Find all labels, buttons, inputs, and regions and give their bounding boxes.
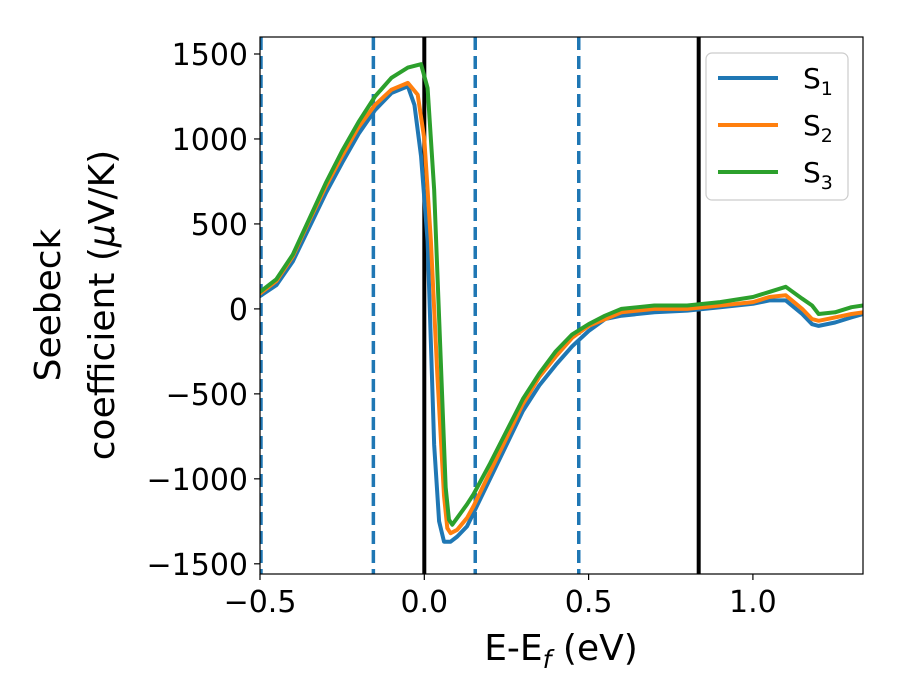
y-tick-label: 1000: [172, 123, 248, 158]
series-line-s1: [260, 84, 863, 544]
y-axis-label-line2-suffix: V/K): [82, 150, 123, 224]
y-axis-label-mu: μ: [82, 224, 123, 248]
legend-label-s2-base: S: [803, 109, 821, 142]
legend-label-s3-base: S: [803, 156, 821, 189]
x-tick-label: 1.0: [729, 585, 777, 620]
y-axis-label-line1: Seebeck: [28, 228, 69, 381]
y-axis: −1500 −1000 −500 0 500 1000 1500: [147, 38, 260, 583]
x-tick-label: 0.5: [565, 585, 613, 620]
legend: S1 S2 S3: [705, 52, 849, 201]
x-axis-label-suffix: (eV): [551, 628, 637, 669]
y-tick-label: −1000: [147, 463, 248, 498]
x-axis: −0.5 0.0 0.5 1.0: [224, 574, 777, 620]
y-tick-label: −1500: [147, 548, 248, 583]
legend-label-s2: S2: [803, 109, 833, 147]
y-axis-label: Seebeck coefficient (μV/K): [28, 150, 123, 460]
y-tick-label: 1500: [172, 38, 248, 73]
legend-label-s3: S3: [803, 156, 833, 194]
series-lines: [260, 62, 863, 544]
y-tick-label: −500: [166, 378, 248, 413]
y-tick-label: 500: [191, 208, 248, 243]
y-axis-label-line2: coefficient (μV/K): [82, 150, 123, 460]
plot-frame: [259, 36, 864, 575]
y-tick-label: 0: [229, 293, 248, 328]
legend-label-s2-sub: 2: [821, 125, 833, 147]
reference-lines: [260, 37, 701, 574]
y-axis-label-line2-text: coefficient (: [82, 247, 123, 460]
x-tick-label: −0.5: [224, 585, 297, 620]
legend-label-s1-sub: 1: [821, 78, 833, 100]
series-line-s3: [260, 62, 863, 527]
x-tick-label: 0.0: [400, 585, 448, 620]
legend-label-s1-base: S: [803, 62, 821, 95]
series-line-s2: [260, 80, 863, 536]
x-axis-label: E-Ef (eV): [484, 628, 638, 674]
x-axis-label-base: E-E: [484, 628, 542, 669]
legend-label-s1: S1: [803, 62, 833, 100]
legend-label-s3-sub: 3: [821, 172, 833, 194]
